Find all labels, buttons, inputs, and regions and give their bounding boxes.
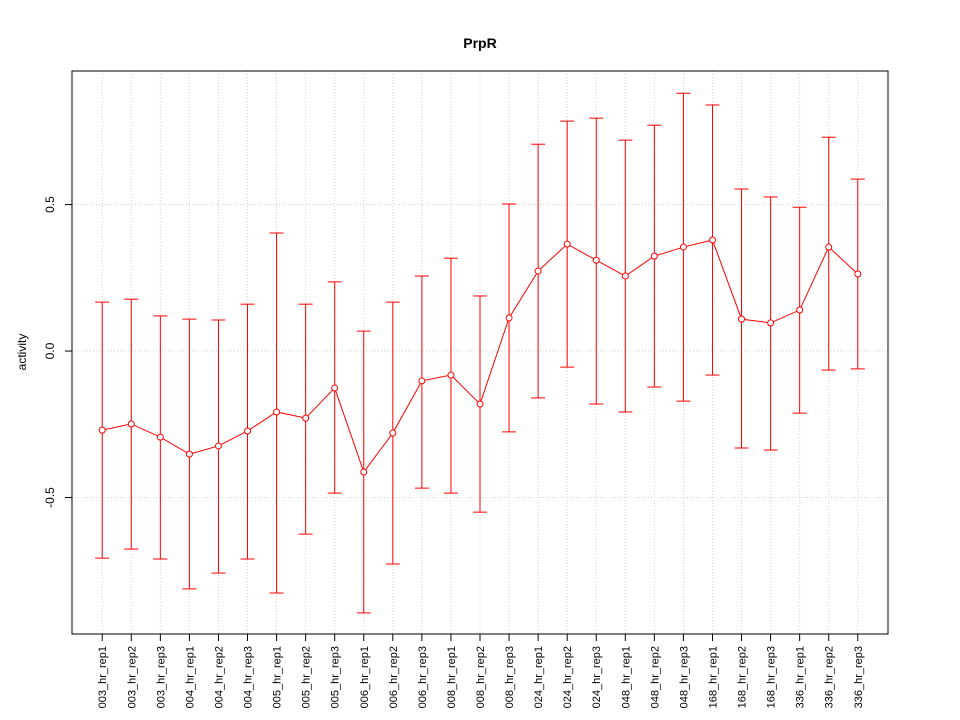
data-point bbox=[592, 256, 600, 264]
series bbox=[98, 236, 862, 476]
x-tick-label: 003_hr_rep1 bbox=[97, 646, 109, 708]
x-tick-label: 004_hr_rep1 bbox=[184, 646, 196, 708]
data-point bbox=[244, 427, 252, 435]
data-point bbox=[505, 314, 513, 322]
x-tick-label: 024_hr_rep1 bbox=[533, 646, 545, 708]
data-point bbox=[708, 236, 716, 244]
x-tick-label: 003_hr_rep3 bbox=[155, 646, 167, 708]
data-point bbox=[621, 272, 629, 280]
x-axis: 003_hr_rep1 003_hr_rep2 003_hr_rep3 004_hr_… bbox=[97, 634, 865, 708]
y-axis-label: activity bbox=[15, 334, 29, 371]
data-point bbox=[331, 384, 339, 392]
data-point bbox=[854, 270, 862, 278]
chart-title: PrpR bbox=[463, 35, 496, 51]
data-point bbox=[534, 267, 542, 275]
x-tick-label: 005_hr_rep2 bbox=[301, 646, 313, 708]
data-point bbox=[127, 420, 135, 428]
x-tick-label: 008_hr_rep2 bbox=[475, 646, 487, 708]
x-tick-label: 008_hr_rep3 bbox=[504, 646, 516, 708]
data-point bbox=[447, 371, 455, 379]
data-point bbox=[418, 377, 426, 385]
data-point bbox=[389, 429, 397, 437]
data-point bbox=[563, 240, 571, 248]
x-tick-label: 024_hr_rep3 bbox=[591, 646, 603, 708]
data-point bbox=[273, 408, 281, 416]
y-tick-label: 0.5 bbox=[43, 196, 57, 213]
data-point bbox=[796, 306, 804, 314]
error-bars bbox=[95, 92, 865, 614]
data-point bbox=[214, 442, 222, 450]
data-point bbox=[767, 319, 775, 327]
x-tick-label: 336_hr_rep3 bbox=[853, 646, 865, 708]
data-point bbox=[825, 243, 833, 251]
x-tick-label: 006_hr_rep2 bbox=[388, 646, 400, 708]
y-tick-label: -0.5 bbox=[43, 487, 57, 508]
x-tick-label: 005_hr_rep1 bbox=[272, 646, 284, 708]
x-tick-label: 005_hr_rep3 bbox=[330, 646, 342, 708]
x-tick-label: 003_hr_rep2 bbox=[126, 646, 138, 708]
y-axis: -0.5 0.0 0.5 bbox=[43, 196, 72, 508]
x-tick-label: 168_hr_rep3 bbox=[766, 646, 778, 708]
x-tick-label: 168_hr_rep1 bbox=[707, 646, 719, 708]
x-tick-label: 008_hr_rep1 bbox=[446, 646, 458, 708]
data-point bbox=[302, 414, 310, 422]
x-tick-label: 336_hr_rep2 bbox=[824, 646, 836, 708]
x-tick-label: 048_hr_rep1 bbox=[620, 646, 632, 708]
data-point bbox=[98, 426, 106, 434]
data-point bbox=[679, 243, 687, 251]
data-point bbox=[650, 252, 658, 260]
x-tick-label: 006_hr_rep1 bbox=[359, 646, 371, 708]
x-tick-label: 004_hr_rep3 bbox=[243, 646, 255, 708]
data-point bbox=[476, 400, 484, 408]
data-point bbox=[738, 315, 746, 323]
x-tick-label: 048_hr_rep3 bbox=[678, 646, 690, 708]
data-point bbox=[156, 433, 164, 441]
data-point bbox=[360, 468, 368, 476]
x-tick-label: 336_hr_rep1 bbox=[795, 646, 807, 708]
x-tick-label: 024_hr_rep2 bbox=[562, 646, 574, 708]
x-tick-label: 168_hr_rep2 bbox=[737, 646, 749, 708]
y-tick-label: 0.0 bbox=[43, 342, 57, 359]
x-tick-label: 004_hr_rep2 bbox=[213, 646, 225, 708]
x-tick-label: 048_hr_rep2 bbox=[649, 646, 661, 708]
plot-frame bbox=[71, 70, 889, 635]
data-point bbox=[185, 450, 193, 458]
x-tick-label: 006_hr_rep3 bbox=[417, 646, 429, 708]
